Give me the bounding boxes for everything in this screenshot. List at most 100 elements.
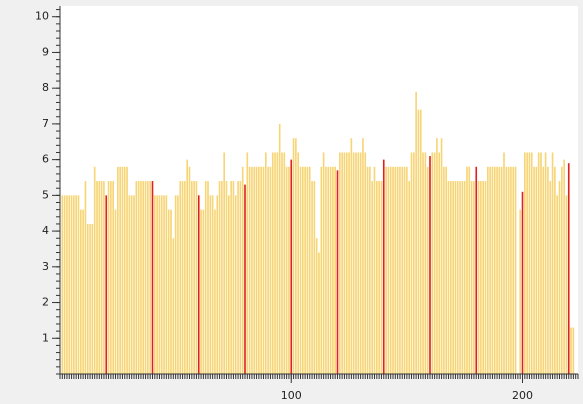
bar — [170, 209, 172, 374]
bar — [498, 166, 501, 374]
bar — [211, 195, 214, 374]
bar — [362, 138, 364, 374]
bar — [378, 181, 380, 374]
bar — [77, 195, 80, 374]
bar — [154, 195, 156, 374]
bar — [329, 166, 332, 374]
bar — [75, 195, 77, 374]
bar — [193, 181, 195, 374]
bar — [556, 195, 558, 374]
bar — [468, 166, 471, 374]
bar — [533, 166, 535, 374]
bar — [537, 152, 540, 374]
bar — [267, 166, 269, 374]
bar — [188, 166, 191, 374]
bar — [308, 166, 311, 374]
bar — [251, 166, 253, 374]
bar — [179, 181, 182, 374]
bar — [66, 195, 68, 374]
bar — [477, 181, 480, 374]
bar — [345, 152, 348, 374]
bar — [422, 152, 424, 374]
bar — [322, 152, 325, 374]
bar — [89, 223, 91, 374]
bar — [470, 181, 473, 374]
bar — [311, 181, 313, 374]
bar — [73, 195, 75, 374]
bar — [271, 152, 274, 374]
bar — [403, 166, 406, 374]
bar — [61, 195, 64, 374]
bar — [413, 152, 415, 374]
bar — [197, 195, 200, 374]
bar — [415, 91, 417, 375]
bar — [167, 209, 170, 374]
bar — [110, 181, 112, 374]
bar — [327, 166, 330, 374]
bar — [429, 156, 431, 374]
bar — [80, 209, 82, 374]
bar — [160, 195, 163, 374]
bar — [117, 166, 119, 374]
bar — [202, 209, 205, 374]
bar — [447, 181, 450, 374]
bar — [288, 166, 290, 374]
bar — [385, 166, 387, 374]
bar — [119, 166, 121, 374]
bar — [369, 166, 371, 374]
bar — [207, 181, 209, 374]
bar — [524, 152, 526, 374]
bar — [491, 166, 494, 374]
bar — [304, 166, 306, 374]
bar — [269, 166, 272, 374]
bar — [431, 152, 434, 374]
bar — [181, 181, 184, 374]
y-tick-label: 5 — [42, 188, 49, 201]
bar — [241, 166, 244, 374]
bar — [281, 152, 283, 374]
bar — [82, 209, 84, 374]
bar — [450, 181, 452, 374]
bar — [547, 166, 549, 374]
bar — [239, 181, 242, 374]
bar — [410, 152, 413, 374]
bar — [221, 181, 223, 374]
bar — [135, 181, 138, 374]
bar — [408, 181, 410, 374]
bar — [290, 159, 293, 374]
bar — [540, 152, 542, 374]
bar — [276, 152, 279, 374]
bar — [461, 181, 464, 374]
bar — [489, 166, 491, 374]
bar — [484, 181, 487, 374]
bar — [186, 159, 188, 374]
bar — [482, 181, 484, 374]
bar — [258, 166, 260, 374]
bar — [544, 152, 547, 374]
bar — [191, 181, 193, 374]
bar — [133, 195, 135, 374]
bar — [505, 166, 508, 374]
bar — [200, 209, 202, 374]
bar — [424, 152, 427, 374]
bar — [216, 195, 219, 374]
bar — [163, 195, 165, 374]
bar — [105, 195, 108, 374]
bar — [452, 181, 454, 374]
bar — [473, 181, 475, 374]
bar — [262, 166, 265, 374]
bar — [343, 152, 346, 374]
bar — [440, 138, 443, 374]
y-tick-label: 2 — [42, 296, 49, 309]
bar — [98, 181, 101, 374]
y-tick-label: 1 — [42, 331, 49, 344]
bar — [389, 166, 392, 374]
bar — [549, 181, 552, 374]
bar — [230, 181, 232, 374]
bar — [466, 166, 468, 374]
bar — [63, 195, 66, 374]
bar — [255, 166, 258, 374]
bar — [84, 181, 87, 374]
bar — [299, 166, 302, 374]
